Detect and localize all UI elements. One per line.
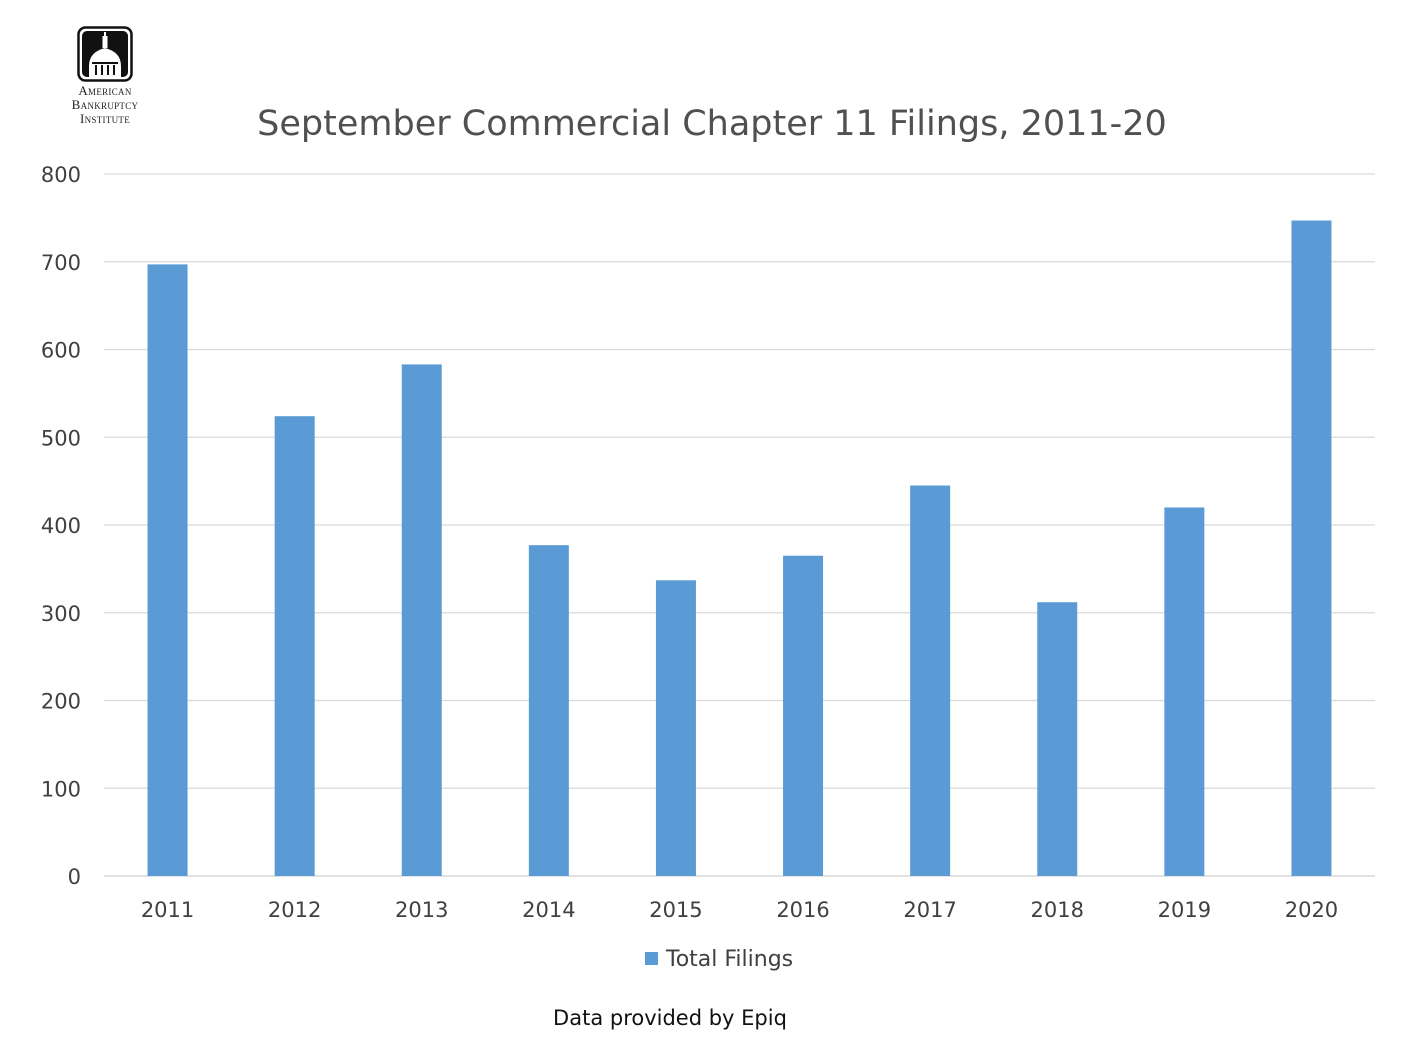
bar-2020 (1291, 220, 1332, 876)
x-tick-label: 2011 (141, 898, 194, 922)
bar-2016 (783, 555, 824, 876)
bar-2014 (528, 545, 569, 876)
bar-2013 (401, 364, 442, 876)
bar-2011 (147, 264, 188, 876)
legend-label: Total Filings (665, 947, 793, 972)
x-tick-label: 2018 (1031, 898, 1084, 922)
y-tick-label: 0 (68, 865, 81, 889)
x-tick-label: 2020 (1285, 898, 1338, 922)
logo-line-3: Institute (79, 111, 131, 126)
bar-2018 (1037, 602, 1078, 876)
x-tick-label: 2016 (776, 898, 829, 922)
x-tick-label: 2015 (649, 898, 702, 922)
y-tick-label: 600 (41, 339, 81, 363)
logo-line-1: American (78, 83, 132, 98)
bar-chart: September Commercial Chapter 11 Filings,… (41, 104, 1375, 972)
source-note: Data provided by Epiq (553, 1006, 787, 1030)
x-tick-label: 2017 (903, 898, 956, 922)
y-tick-label: 500 (41, 426, 81, 450)
x-tick-label: 2019 (1158, 898, 1211, 922)
y-tick-label: 700 (41, 251, 81, 275)
chart-title: September Commercial Chapter 11 Filings,… (257, 104, 1167, 144)
x-tick-label: 2013 (395, 898, 448, 922)
bar-2012 (274, 416, 315, 876)
capitol-dome-icon (77, 26, 133, 82)
y-tick-label: 800 (41, 163, 81, 187)
legend-swatch (645, 952, 658, 965)
bar-2017 (910, 485, 951, 876)
x-tick-label: 2012 (268, 898, 321, 922)
y-tick-label: 100 (41, 777, 81, 801)
y-tick-label: 400 (41, 514, 81, 538)
bar-2019 (1164, 507, 1205, 876)
logo-line-2: Bankruptcy (71, 97, 139, 112)
x-tick-label: 2014 (522, 898, 575, 922)
y-tick-label: 200 (41, 690, 81, 714)
y-tick-label: 300 (41, 602, 81, 626)
aba-logo: American Bankruptcy Institute (52, 26, 158, 136)
bar-2015 (655, 580, 696, 876)
